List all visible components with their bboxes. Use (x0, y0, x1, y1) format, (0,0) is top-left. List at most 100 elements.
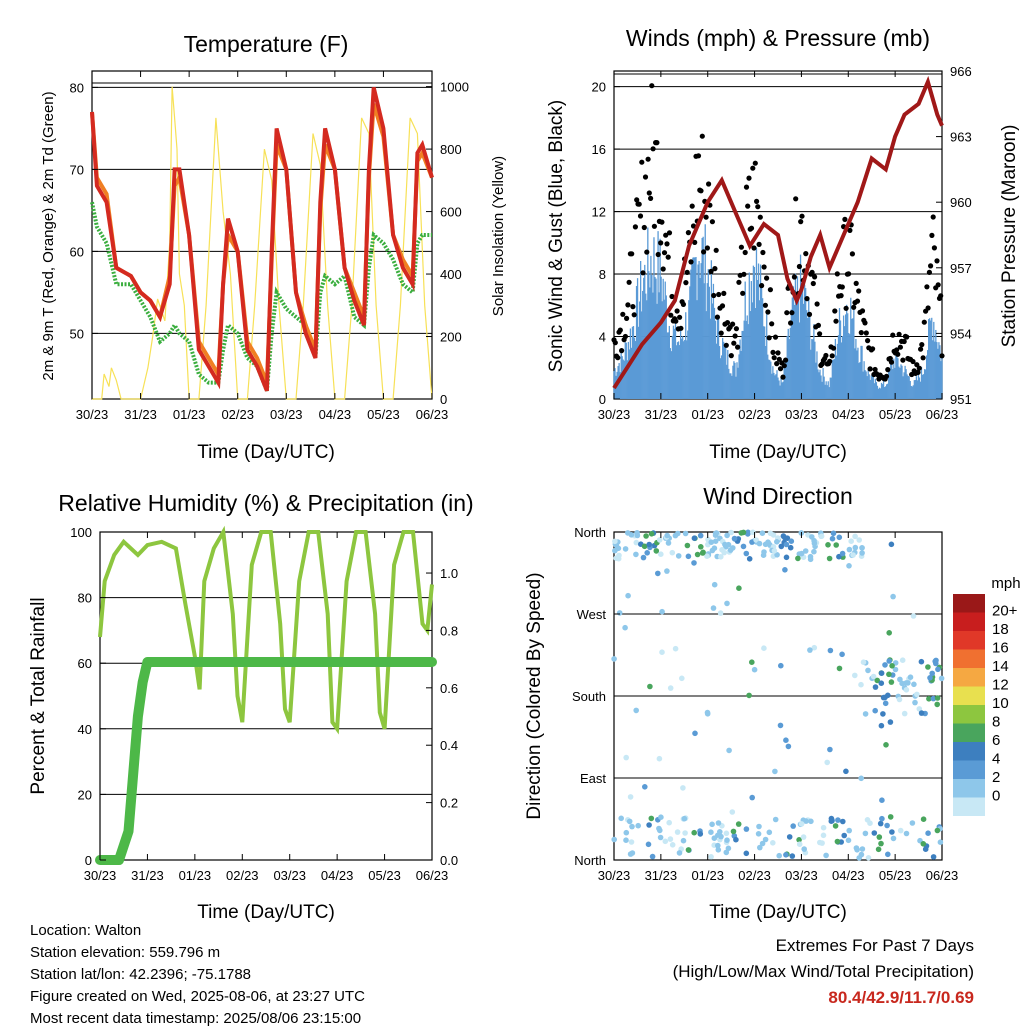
direction-point (920, 841, 927, 847)
direction-point (889, 663, 895, 669)
y2-tick-label: 0.8 (440, 623, 458, 638)
direction-point (715, 847, 722, 853)
x-tick-label: 05/23 (368, 868, 401, 883)
direction-point (684, 542, 691, 549)
direction-point (623, 829, 630, 836)
x-tick-label: 06/23 (926, 407, 959, 422)
direction-point (846, 827, 852, 834)
direction-point (724, 532, 730, 539)
gust-point (810, 280, 816, 287)
direction-point (633, 707, 639, 714)
direction-point (846, 546, 853, 553)
gust-point (683, 280, 689, 286)
direction-point (909, 820, 916, 826)
direction-point (826, 555, 833, 562)
direction-point (641, 543, 648, 550)
direction-point (830, 530, 837, 537)
y-tick-label: West (577, 607, 607, 622)
direction-point (759, 840, 766, 847)
direction-point (770, 840, 776, 846)
gust-point (833, 318, 839, 324)
direction-point (839, 550, 846, 557)
direction-point (680, 837, 687, 844)
direction-point (626, 818, 633, 825)
gust-point (783, 357, 789, 363)
x-tick-label: 01/23 (179, 868, 212, 883)
direction-point (766, 829, 773, 836)
gust-point (733, 326, 740, 332)
direction-point (890, 593, 896, 600)
direction-point (743, 826, 750, 832)
gust-point (751, 245, 757, 251)
gust-point (777, 366, 784, 372)
direction-point (862, 711, 869, 717)
y2-tick-label: 960 (950, 195, 972, 210)
direction-point (657, 827, 663, 834)
direction-point (669, 842, 676, 848)
direction-point (645, 841, 652, 848)
direction-point (836, 553, 842, 560)
gust-point (622, 333, 629, 340)
gust-point (640, 270, 646, 276)
direction-point (937, 839, 944, 845)
x-tick-label: 03/23 (785, 407, 818, 422)
direction-point (759, 530, 766, 536)
gust-point (890, 332, 896, 338)
direction-point (728, 529, 734, 536)
direction-point (783, 737, 789, 743)
gust-point (619, 348, 625, 354)
direction-point (840, 818, 846, 825)
direction-point (646, 541, 652, 548)
precip-line (95, 657, 437, 865)
direction-point (681, 815, 688, 822)
x-tick-label: 06/23 (926, 868, 959, 883)
gust-point (650, 146, 656, 152)
winds-title: Winds (mph) & Pressure (mb) (626, 25, 930, 51)
winds-x-label: Time (Day/UTC) (709, 442, 847, 463)
direction-point (828, 818, 835, 824)
direction-point (718, 833, 724, 840)
direction-point (643, 533, 649, 539)
gust-point (916, 365, 922, 371)
gust-point (688, 259, 694, 265)
direction-point (887, 814, 894, 820)
gust-point (901, 338, 907, 345)
gust-point (780, 374, 786, 380)
gust-point (709, 219, 716, 225)
direction-point (899, 657, 906, 663)
direction-point (756, 823, 762, 830)
direction-point (852, 533, 858, 540)
direction-point (633, 551, 639, 558)
humidity-series (95, 525, 437, 865)
latlon-text: Station lat/lon: 42.2396; -75.1788 (30, 966, 252, 983)
gust-point (847, 227, 853, 233)
gust-point (760, 249, 766, 256)
y-tick-label: 16 (592, 142, 606, 157)
direction-point (772, 768, 778, 775)
direction-point (846, 563, 852, 569)
direction-point (774, 539, 780, 545)
direction-point (711, 545, 718, 551)
gust-point (617, 327, 623, 333)
winds-axes: 30/23 31/23 01/23 02/23 03/23 04/23 05/23 06/23… (592, 64, 972, 422)
humidity-y-label: Percent & Total Rainfall (28, 597, 49, 794)
gust-point (829, 353, 835, 359)
direction-point (612, 538, 618, 545)
humidity-title: Relative Humidity (%) & Precipitation (i… (58, 490, 473, 516)
direction-point (872, 707, 878, 714)
direction-point (835, 817, 841, 823)
direction-point (782, 567, 788, 573)
direction-point (853, 845, 860, 851)
direction-point (724, 600, 730, 607)
gust-point (849, 251, 856, 257)
gust-point (741, 271, 747, 277)
gust-point (910, 358, 916, 365)
station-info: Location: Walton Station elevation: 559.… (30, 920, 365, 1030)
direction-point (911, 681, 917, 688)
direction-point (682, 830, 688, 836)
y-tick-label: 70 (70, 162, 84, 177)
direction-point (882, 662, 888, 668)
direction-point (883, 742, 889, 748)
direction-point (733, 836, 739, 843)
